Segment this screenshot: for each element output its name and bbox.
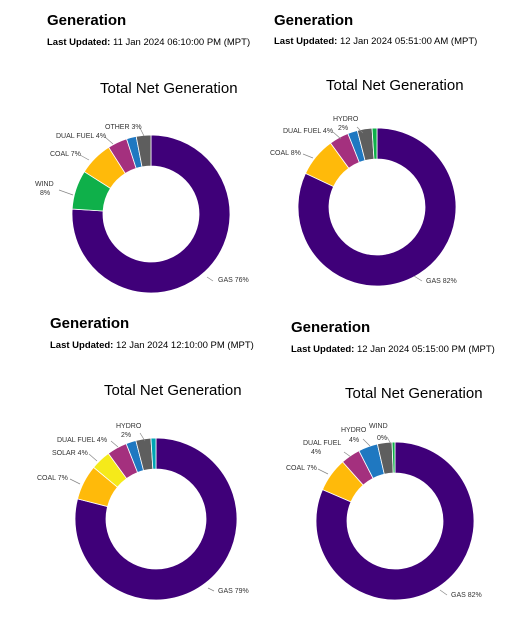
last-updated: Last Updated: 12 Jan 2024 05:15:00 PM (M… xyxy=(291,344,495,355)
slice-label: DUAL FUEL 4% xyxy=(57,437,107,444)
last-updated: Last Updated: 12 Jan 2024 05:51:00 AM (M… xyxy=(274,36,477,47)
label-leader-line xyxy=(439,589,448,596)
label-leader-line xyxy=(139,127,145,137)
slice-label: HYDRO xyxy=(116,423,142,430)
chart-title: Total Net Generation xyxy=(326,77,464,94)
label-leader-line xyxy=(139,432,146,442)
label-leader-line xyxy=(110,440,119,448)
slice-value-label: 2% xyxy=(121,432,131,439)
slice-label: OTHER 3% xyxy=(105,124,142,131)
slice-label: DUAL FUEL xyxy=(303,440,341,447)
chart-title: Total Net Generation xyxy=(100,80,238,97)
label-leader-line xyxy=(58,189,74,196)
label-leader-line xyxy=(206,276,214,282)
slice-label: WIND xyxy=(35,181,54,188)
label-leader-line xyxy=(207,587,215,592)
slice-value-label: 4% xyxy=(349,437,359,444)
slice-label: GAS 76% xyxy=(218,277,249,284)
panel-heading: Generation xyxy=(291,319,371,336)
slice-value-label: 4% xyxy=(311,449,321,456)
panel-heading: Generation xyxy=(274,12,354,29)
label-leader-line xyxy=(413,275,423,282)
slice-label: WIND xyxy=(369,423,388,430)
donut-slice-wind[interactable] xyxy=(150,437,157,470)
last-updated-label: Last Updated: xyxy=(274,36,338,47)
slice-label: COAL 7% xyxy=(37,475,68,482)
last-updated: Last Updated: 12 Jan 2024 12:10:00 PM (M… xyxy=(50,340,254,351)
label-leader-line xyxy=(386,436,392,445)
donut-slice-gas[interactable] xyxy=(71,134,231,294)
last-updated-label: Last Updated: xyxy=(47,37,111,48)
slice-label: COAL 8% xyxy=(270,150,301,157)
slice-label: COAL 7% xyxy=(50,151,81,158)
label-leader-line xyxy=(302,153,314,159)
last-updated-label: Last Updated: xyxy=(50,340,114,351)
slice-label: COAL 7% xyxy=(286,465,317,472)
donut-slice-gas[interactable] xyxy=(315,441,475,601)
label-leader-line xyxy=(69,478,81,485)
chart-title: Total Net Generation xyxy=(104,382,242,399)
label-leader-line xyxy=(343,451,352,458)
donut-slice-wind[interactable] xyxy=(391,441,396,474)
label-leader-line xyxy=(79,154,90,161)
last-updated: Last Updated: 11 Jan 2024 06:10:00 PM (M… xyxy=(47,37,250,48)
slice-label: HYDRO xyxy=(333,116,359,123)
slice-value-label: 0% xyxy=(377,435,387,442)
label-leader-line xyxy=(332,131,342,140)
slice-label: GAS 79% xyxy=(218,588,249,595)
donut-slice-other[interactable] xyxy=(135,134,152,168)
slice-label: GAS 82% xyxy=(426,278,457,285)
donut-slice-wind[interactable] xyxy=(371,127,378,160)
panel-heading: Generation xyxy=(47,12,127,29)
last-updated-value: 11 Jan 2024 06:10:00 PM (MPT) xyxy=(112,37,251,48)
slice-label: SOLAR 4% xyxy=(52,450,88,457)
last-updated-value: 12 Jan 2024 12:10:00 PM (MPT) xyxy=(115,340,254,351)
label-leader-line xyxy=(317,468,329,475)
last-updated-value: 12 Jan 2024 05:51:00 AM (MPT) xyxy=(339,36,478,47)
slice-label: DUAL FUEL 4% xyxy=(283,128,333,135)
label-leader-line xyxy=(362,438,371,447)
last-updated-label: Last Updated: xyxy=(291,344,355,355)
last-updated-value: 12 Jan 2024 05:15:00 PM (MPT) xyxy=(356,344,495,355)
label-leader-line xyxy=(104,136,114,145)
slice-label: HYDRO xyxy=(341,427,367,434)
slice-value-label: 8% xyxy=(40,190,50,197)
label-leader-line xyxy=(356,126,364,134)
label-leader-line xyxy=(88,453,98,462)
chart-title: Total Net Generation xyxy=(345,385,483,402)
panel-heading: Generation xyxy=(50,315,130,332)
donut-slice-gas[interactable] xyxy=(297,127,457,287)
slice-value-label: 2% xyxy=(338,125,348,132)
donut-slice-gas[interactable] xyxy=(74,437,238,601)
slice-label: GAS 82% xyxy=(451,592,482,599)
slice-label: DUAL FUEL 4% xyxy=(56,133,106,140)
